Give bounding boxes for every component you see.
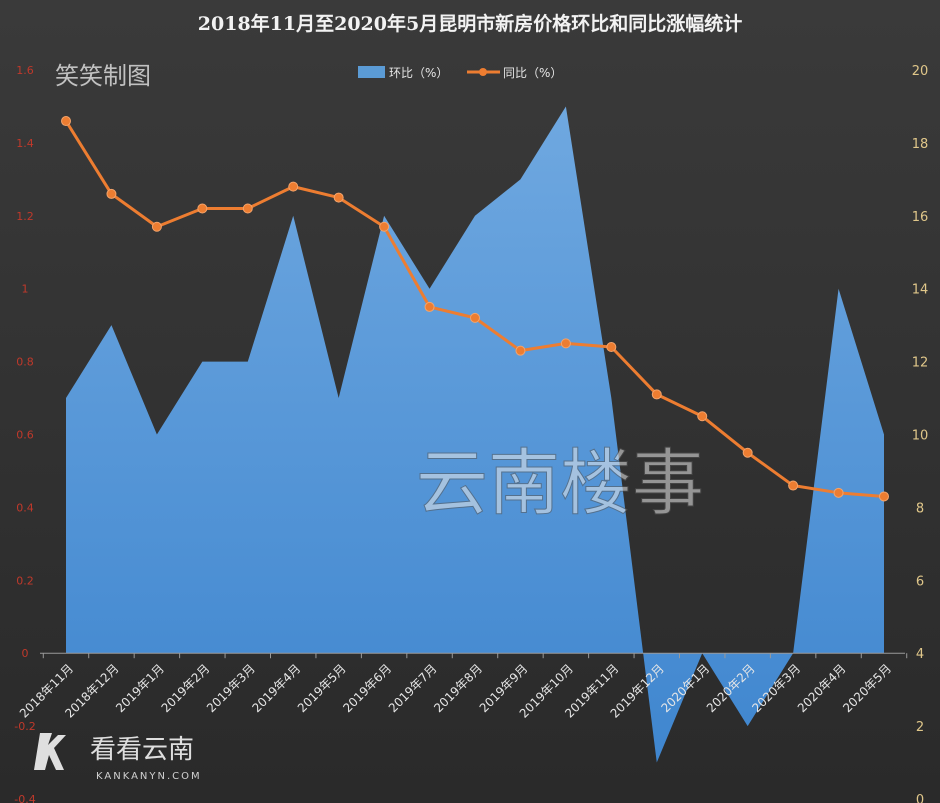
yoy-point [197, 203, 208, 214]
yoy-line-series [61, 116, 889, 502]
yoy-point [151, 221, 162, 232]
left-tick-label: 0 [22, 647, 29, 660]
right-tick-label: 10 [912, 429, 929, 444]
yoy-point [560, 338, 571, 349]
yoy-point [470, 312, 480, 323]
left-axis: -0.4 -0.2 0 0.2 0.4 0.6 0.8 1 1.2 1.4 1.6 [14, 64, 35, 803]
mom-area [66, 106, 884, 763]
watermark-top-left: 笑笑制图 [55, 62, 151, 90]
right-axis: 0 2 4 6 8 10 12 14 16 18 20 [912, 64, 929, 803]
legend-area-swatch [358, 66, 385, 78]
left-tick-label: -0.4 [14, 793, 35, 803]
legend: 环比（%） 同比（%） [358, 66, 562, 80]
yoy-point [424, 301, 435, 312]
yoy-point [606, 342, 617, 353]
right-tick-label: 6 [916, 574, 924, 589]
yoy-point [515, 345, 526, 356]
mom-area-series [66, 106, 884, 763]
left-tick-label: 1 [22, 283, 29, 296]
right-tick-label: 12 [912, 356, 929, 371]
right-tick-label: 20 [912, 64, 929, 79]
yoy-point [61, 116, 71, 127]
yoy-point [379, 221, 390, 232]
yoy-point [697, 411, 708, 422]
right-tick-label: 14 [912, 283, 929, 298]
left-tick-label: 1.4 [16, 137, 34, 150]
yoy-point [879, 491, 889, 502]
left-tick-label: 1.2 [16, 210, 34, 223]
watermark-center: 云南楼事 [416, 441, 704, 525]
yoy-point [742, 447, 753, 458]
yoy-point [288, 181, 299, 192]
left-tick-label: 0.2 [16, 574, 34, 587]
right-tick-label: 2 [916, 720, 924, 735]
legend-line-marker [479, 68, 487, 76]
yoy-point [333, 192, 344, 203]
watermark-center-layer: 云南楼事 [415, 441, 704, 526]
right-tick-label: 0 [916, 793, 924, 803]
brand-logo-icon [34, 733, 66, 770]
right-tick-label: 4 [916, 647, 924, 662]
legend-label-mom: 环比（%） [389, 66, 448, 80]
legend-label-yoy: 同比（%） [503, 66, 562, 80]
brand-name: 看看云南 [90, 735, 194, 765]
bottom-brand: 看看云南 KANKANYN.COM [34, 733, 202, 782]
yoy-point [242, 203, 253, 214]
yoy-point [651, 389, 662, 400]
chart-title: 2018年11月至2020年5月昆明市新房价格环比和同比涨幅统计 [198, 12, 742, 35]
yoy-point [106, 188, 117, 199]
yoy-point [788, 480, 799, 491]
right-tick-label: 8 [916, 501, 924, 516]
left-tick-label: 0.6 [16, 429, 34, 442]
brand-url: KANKANYN.COM [96, 771, 202, 782]
left-tick-label: -0.2 [14, 720, 35, 733]
left-tick-label: 0.4 [16, 501, 34, 514]
right-tick-label: 16 [912, 210, 929, 225]
right-tick-label: 18 [912, 137, 929, 152]
left-tick-label: 0.8 [16, 356, 34, 369]
yoy-point [833, 487, 844, 498]
left-tick-label: 1.6 [16, 64, 34, 77]
